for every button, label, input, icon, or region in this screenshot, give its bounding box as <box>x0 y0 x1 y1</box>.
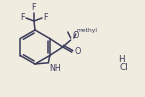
Text: F: F <box>32 3 36 12</box>
Text: O: O <box>72 30 79 39</box>
Text: Cl: Cl <box>119 62 128 71</box>
Text: F: F <box>43 13 48 23</box>
Text: H: H <box>118 55 125 64</box>
Text: NH: NH <box>49 64 61 73</box>
Text: F: F <box>20 13 25 23</box>
Text: O: O <box>74 48 81 56</box>
Text: methyl: methyl <box>77 28 98 33</box>
